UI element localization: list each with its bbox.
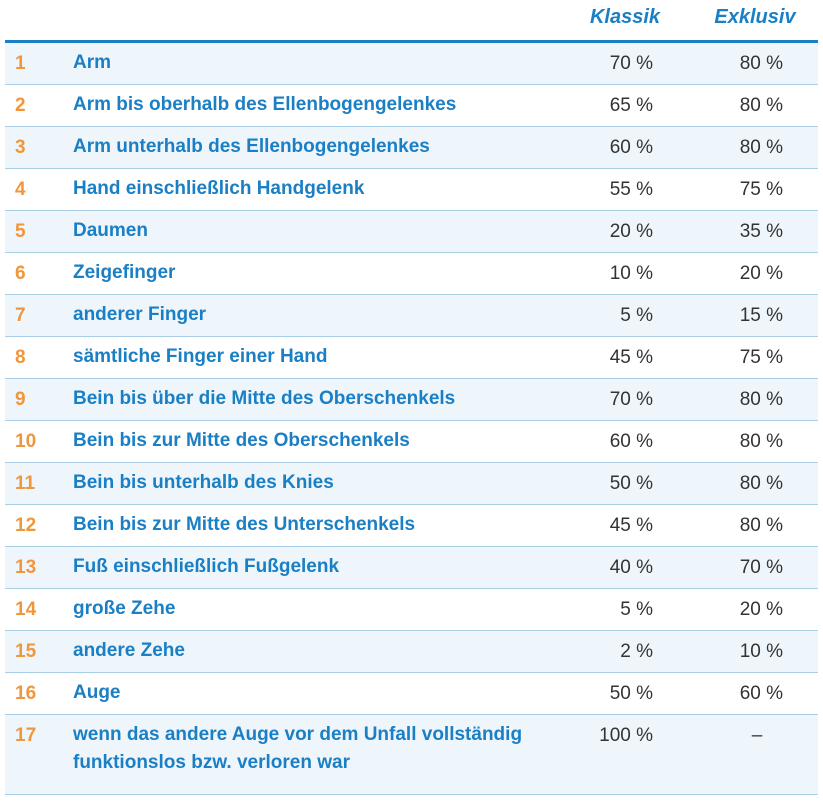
klassik-value: 45 % [609, 347, 653, 368]
klassik-value: 70 % [609, 53, 653, 74]
klassik-value: 55 % [609, 179, 653, 200]
table-row: 9 Bein bis über die Mitte des Oberschenke… [5, 379, 818, 421]
column-header-exklusiv: Exklusiv [714, 6, 796, 28]
row-number: 12 [15, 515, 37, 536]
table-row: 12 Bein bis zur Mitte des Unterschenkels 4… [5, 505, 818, 547]
table-row: 2 Arm bis oberhalb des Ellenbogengelenkes… [5, 85, 818, 127]
exklusiv-value: 20 % [739, 599, 783, 620]
exklusiv-value: 80 % [739, 473, 783, 494]
row-label: Arm unterhalb des Ellenbogengelenkes [73, 136, 430, 157]
klassik-value: 2 % [620, 641, 653, 662]
row-label: anderer Finger [73, 304, 207, 325]
row-label: Bein bis zur Mitte des Oberschenkels [73, 430, 410, 451]
gliedertaxe-table: Klassik Exklusiv 1 Arm 70 % 80 % 2 Arm bis ob… [5, 0, 818, 795]
exklusiv-value: 75 % [739, 347, 783, 368]
row-number: 5 [15, 221, 26, 242]
table-row: 15 andere Zehe 2 % 10 % [5, 631, 818, 673]
row-number: 4 [15, 179, 26, 200]
row-label: wenn das andere Auge vor dem Unfall voll… [73, 724, 523, 773]
exklusiv-value: 75 % [739, 179, 783, 200]
klassik-value: 50 % [609, 683, 653, 704]
table-header: Klassik Exklusiv [5, 0, 818, 43]
exklusiv-value: 80 % [739, 137, 783, 158]
table-row: 6 Zeigefinger 10 % 20 % [5, 253, 818, 295]
exklusiv-value: 70 % [739, 557, 783, 578]
exklusiv-value: 80 % [739, 515, 783, 536]
row-label: Hand einschließlich Handgelenk [73, 178, 365, 199]
table-row: 8 sämtliche Finger einer Hand 45 % 75 % [5, 337, 818, 379]
row-number: 1 [15, 53, 26, 74]
table-row: 11 Bein bis unterhalb des Knies 50 % 80 % [5, 463, 818, 505]
klassik-value: 5 % [620, 305, 653, 326]
row-number: 8 [15, 347, 26, 368]
row-label: Auge [73, 682, 121, 703]
table-row: 5 Daumen 20 % 35 % [5, 211, 818, 253]
table-row: 1 Arm 70 % 80 % [5, 43, 818, 85]
exklusiv-value: – [751, 725, 763, 746]
row-number: 10 [15, 431, 37, 452]
klassik-value: 50 % [609, 473, 653, 494]
exklusiv-value: 80 % [739, 431, 783, 452]
klassik-value: 40 % [609, 557, 653, 578]
row-number: 16 [15, 683, 37, 704]
table-row: 7 anderer Finger 5 % 15 % [5, 295, 818, 337]
table-row: 17 wenn das andere Auge vor dem Unfall vo… [5, 715, 818, 795]
column-header-klassik: Klassik [589, 6, 661, 28]
klassik-value: 60 % [609, 431, 653, 452]
table-row: 4 Hand einschließlich Handgelenk 55 % 75 % [5, 169, 818, 211]
klassik-value: 70 % [609, 389, 653, 410]
row-number: 13 [15, 557, 37, 578]
exklusiv-value: 80 % [739, 95, 783, 116]
row-label: andere Zehe [73, 640, 185, 661]
klassik-value: 60 % [609, 137, 653, 158]
row-number: 11 [15, 473, 36, 494]
row-number: 14 [15, 599, 37, 620]
row-label: Bein bis unterhalb des Knies [73, 472, 334, 493]
klassik-value: 10 % [609, 263, 653, 284]
table-row: 14 große Zehe 5 % 20 % [5, 589, 818, 631]
exklusiv-value: 15 % [739, 305, 783, 326]
klassik-value: 20 % [609, 221, 653, 242]
exklusiv-value: 80 % [739, 53, 783, 74]
row-label: Bein bis über die Mitte des Oberschenkel… [73, 388, 456, 409]
table-body: 1 Arm 70 % 80 % 2 Arm bis oberhalb des Ellenb… [5, 43, 818, 795]
row-number: 9 [15, 389, 26, 410]
row-number: 15 [15, 641, 37, 662]
row-label: Arm [73, 52, 112, 73]
table-row: 16 Auge 50 % 60 % [5, 673, 818, 715]
table-row: 13 Fuß einschließlich Fußgelenk 40 % 70 % [5, 547, 818, 589]
row-number: 6 [15, 263, 26, 284]
table-row: 3 Arm unterhalb des Ellenbogengelenkes 60 … [5, 127, 818, 169]
row-label: sämtliche Finger einer Hand [73, 346, 328, 367]
row-label: große Zehe [73, 598, 176, 619]
row-label: Fuß einschließlich Fußgelenk [73, 556, 340, 577]
klassik-value: 65 % [609, 95, 653, 116]
row-label: Arm bis oberhalb des Ellenbogengelenkes [73, 94, 457, 115]
exklusiv-value: 35 % [739, 221, 783, 242]
klassik-value: 100 % [599, 725, 653, 746]
exklusiv-value: 20 % [739, 263, 783, 284]
row-label: Bein bis zur Mitte des Unterschenkels [73, 514, 416, 535]
exklusiv-value: 60 % [739, 683, 783, 704]
row-label: Daumen [73, 220, 148, 241]
klassik-value: 5 % [620, 599, 653, 620]
row-number: 3 [15, 137, 26, 158]
klassik-value: 45 % [609, 515, 653, 536]
exklusiv-value: 10 % [739, 641, 783, 662]
row-number: 2 [15, 95, 26, 116]
table-row: 10 Bein bis zur Mitte des Oberschenkels 60… [5, 421, 818, 463]
row-label: Zeigefinger [73, 262, 176, 283]
exklusiv-value: 80 % [739, 389, 783, 410]
row-number: 17 [15, 725, 37, 746]
row-number: 7 [15, 305, 26, 326]
